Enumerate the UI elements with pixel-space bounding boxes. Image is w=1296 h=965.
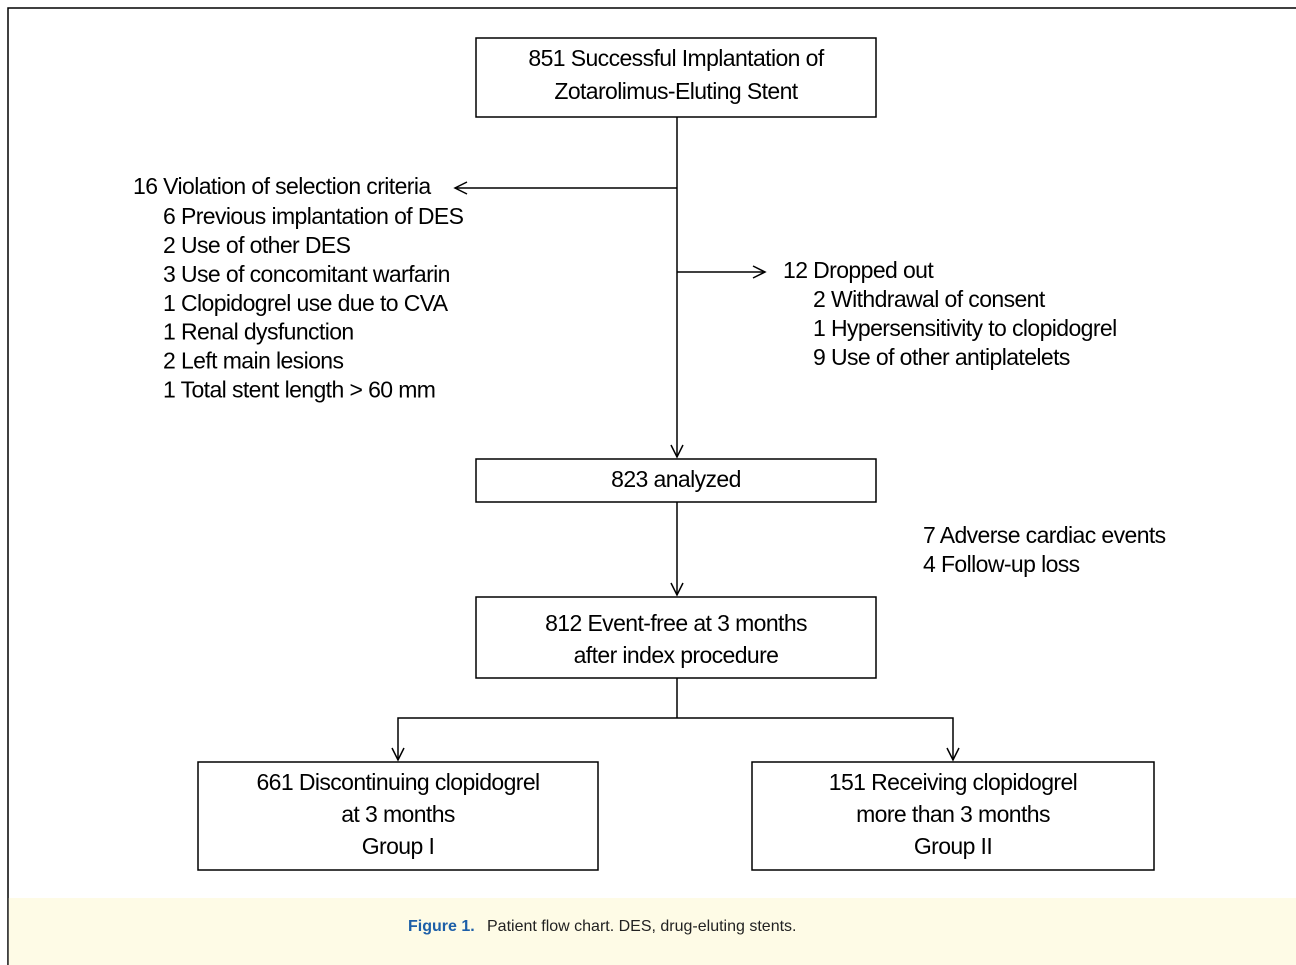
arrowhead [391,747,405,762]
caption-label: Figure 1. [408,918,475,935]
node-text: 661 Discontinuing clopidogrel [256,769,539,795]
arrowhead [670,444,684,459]
list-item: 2 Use of other DES [163,232,351,258]
connectors [391,117,960,762]
loss-item: 4 Follow-up loss [923,551,1080,577]
list-item: 1 Renal dysfunction [163,319,354,345]
node-text: 151 Receiving clopidogrel [829,769,1077,795]
list-item: 1 Clopidogrel use due to CVA [163,290,449,316]
node-box [197,761,599,871]
arrowhead [453,181,468,195]
list-item: 1 Hypersensitivity to clopidogrel [813,315,1117,341]
arrowhead [752,265,767,279]
arrowhead [670,582,684,597]
caption-band [8,898,1296,965]
list-item: 1 Total stent length > 60 mm [163,376,435,402]
node-text: Zotarolimus-Eluting Stent [554,78,798,104]
list-item: 3 Use of concomitant warfarin [163,261,450,287]
node-text: 812 Event-free at 3 months [545,610,807,636]
dropout-header: 12 Dropped out [783,257,934,283]
node-text: 851 Successful Implantation of [528,45,824,71]
exclusion-list: 6 Previous implantation of DES 2 Use of o… [163,203,464,402]
node-text: 823 analyzed [611,466,741,492]
arrowhead [946,747,960,762]
node-text: more than 3 months [856,801,1050,827]
node-text: Group II [914,833,992,859]
connector [397,678,954,760]
list-item: 6 Previous implantation of DES [163,203,464,229]
list-item: 9 Use of other antiplatelets [813,344,1070,370]
node-text: Group I [362,833,435,859]
frame [7,7,1296,965]
list-item: 2 Left main lesions [163,348,343,374]
list-item: 2 Withdrawal of consent [813,286,1046,312]
node-box [475,458,877,503]
dropout-list: 2 Withdrawal of consent 1 Hypersensitivit… [813,286,1117,370]
node-text: after index procedure [574,642,779,668]
exclusion-header: 16 Violation of selection criteria [133,173,431,199]
node-box [751,761,1155,871]
node-box [475,596,877,679]
loss-item: 7 Adverse cardiac events [923,522,1166,548]
node-text: at 3 months [341,801,455,827]
node-box [475,37,877,118]
caption-text: Patient flow chart. DES, drug-eluting st… [487,918,796,935]
